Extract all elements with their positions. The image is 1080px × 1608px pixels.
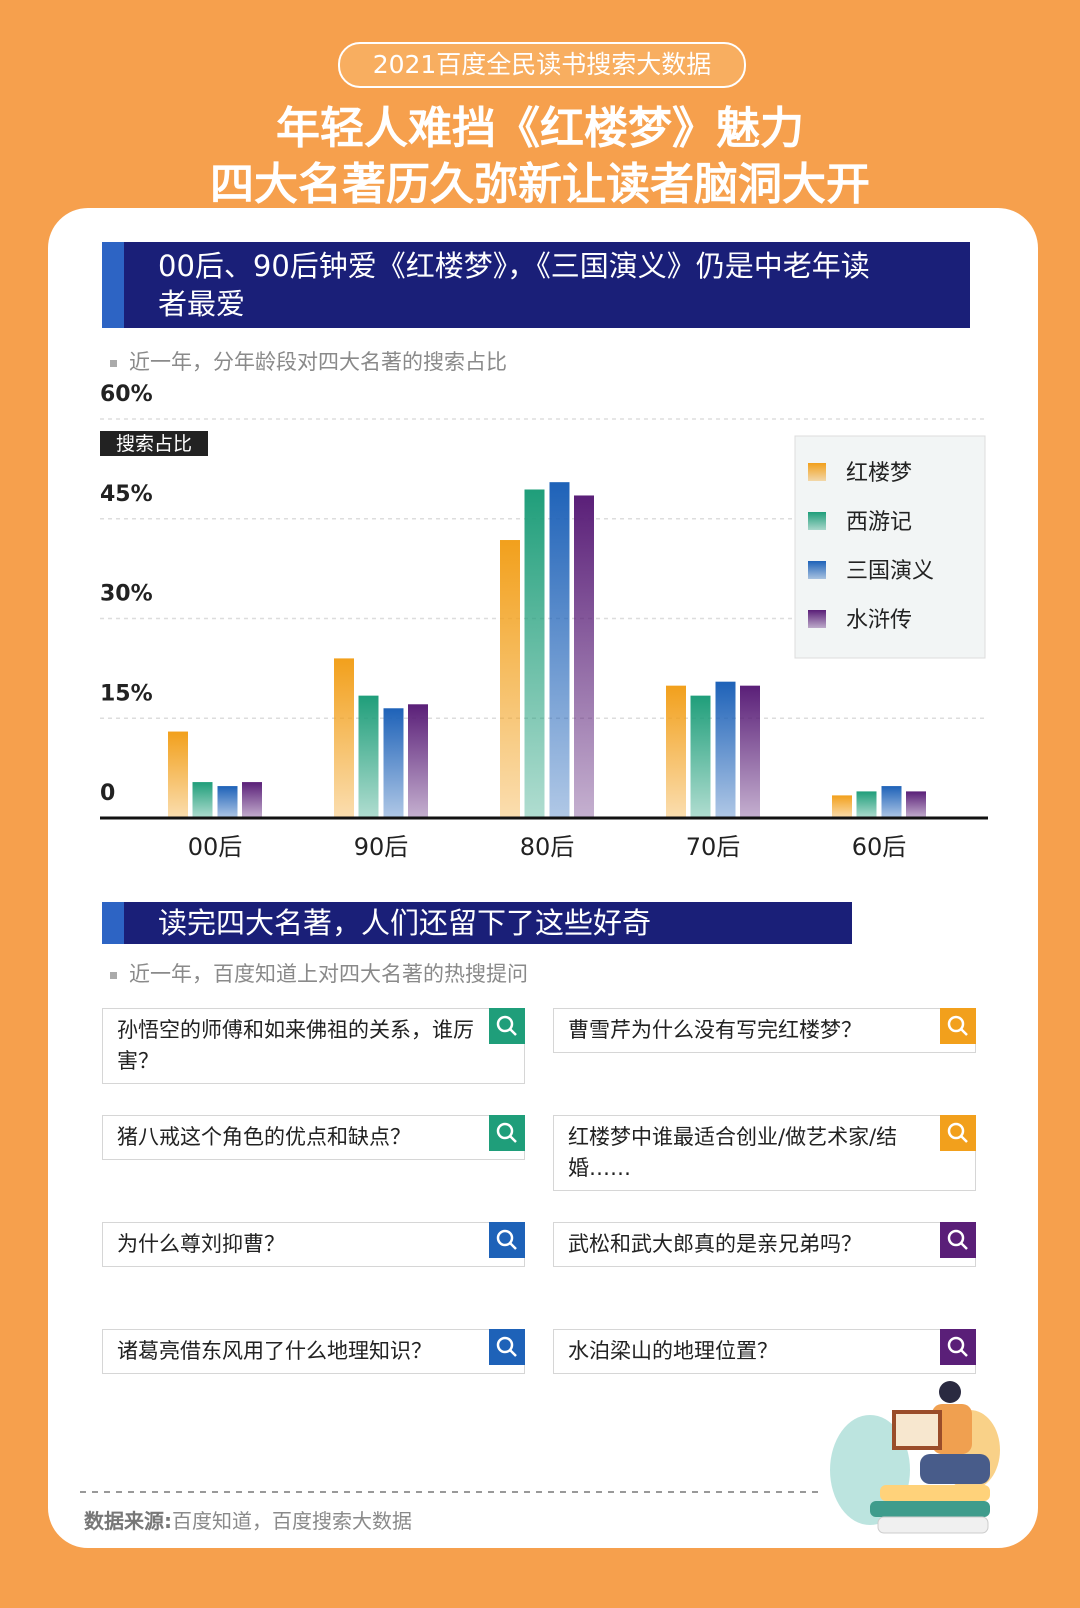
question-text: 红楼梦中谁最适合创业/做艺术家/结婚…… (568, 1125, 898, 1180)
divider (80, 1491, 820, 1493)
title-line: 年轻人难挡《红楼梦》魅力 (276, 103, 804, 154)
bar (881, 786, 902, 818)
search-icon (489, 1222, 525, 1258)
question-text: 猪八戒这个角色的优点和缺点？ (117, 1125, 411, 1149)
legend-label: 水浒传 (846, 608, 912, 633)
question: 武松和武大郎真的是亲兄弟吗？ (553, 1222, 976, 1267)
y-tick-label: 15% (100, 681, 153, 706)
chart: 0 15% 30% 45% 60% 搜索占比 00后 90后 80后 70后 60后 红楼梦西游记三国… (100, 382, 988, 861)
question: 诸葛亮借东风用了什么地理知识？ (102, 1329, 525, 1374)
legend-label: 红楼梦 (846, 461, 912, 486)
x-tick-label: 80后 (520, 833, 575, 861)
y-tick-label: 45% (100, 482, 153, 507)
illustration (830, 1381, 1000, 1534)
question-text: 孙悟空的师傅和如来佛祖的关系，谁厉害？ (117, 1018, 474, 1073)
question: 红楼梦中谁最适合创业/做艺术家/结婚…… (553, 1115, 976, 1191)
legend-label: 三国演义 (846, 559, 934, 584)
x-tick-label: 00后 (188, 833, 243, 861)
bar (242, 782, 262, 818)
bar (524, 489, 545, 818)
x-tick-label: 90后 (354, 833, 409, 861)
bar (217, 786, 238, 818)
legend-swatch (808, 463, 826, 481)
question: 曹雪芹为什么没有写完红楼梦？ (553, 1008, 976, 1053)
bar (574, 495, 594, 818)
bar (192, 782, 213, 818)
search-icon (940, 1329, 976, 1365)
search-icon (940, 1115, 976, 1151)
bar (549, 482, 570, 818)
bar (715, 681, 736, 818)
bar (408, 704, 428, 818)
source-text: 百度知道，百度搜索大数据 (172, 1509, 412, 1533)
search-icon (489, 1329, 525, 1365)
y-tick-label: 30% (100, 582, 153, 607)
source: 数据来源:百度知道，百度搜索大数据 (84, 1505, 412, 1534)
x-tick-label: 60后 (852, 833, 907, 861)
legend-swatch (808, 512, 826, 530)
question: 猪八戒这个角色的优点和缺点？ (102, 1115, 525, 1160)
chart-subtitle: 近一年，分年龄段对四大名著的搜索占比 (110, 346, 507, 376)
question-text: 武松和武大郎真的是亲兄弟吗？ (568, 1232, 862, 1256)
legend-swatch (808, 561, 826, 579)
question-text: 为什么尊刘抑曹？ (117, 1232, 285, 1256)
search-icon (940, 1008, 976, 1044)
question: 为什么尊刘抑曹？ (102, 1222, 525, 1267)
legend-label: 西游记 (846, 510, 912, 535)
question-text: 诸葛亮借东风用了什么地理知识？ (117, 1339, 432, 1363)
title-line: 四大名著历久弥新让读者脑洞大开 (210, 159, 870, 210)
section-title: 00后、90后钟爱《红楼梦》，《三国演义》仍是中老年读者最爱 (102, 242, 970, 328)
header-tag: 2021百度全民读书搜索大数据 (338, 42, 746, 88)
question: 水泊梁山的地理位置？ (553, 1329, 976, 1374)
bar (856, 791, 877, 818)
card (48, 208, 1038, 1548)
bar (906, 791, 926, 818)
question-grid: 孙悟空的师傅和如来佛祖的关系，谁厉害？ 曹雪芹为什么没有写完红楼梦？ 猪八戒这个角色… (102, 1008, 976, 1436)
bar (740, 685, 760, 818)
section-subtitle: 近一年，百度知道上对四大名著的热搜提问 (110, 958, 528, 988)
y-label-box (100, 431, 208, 456)
bar (334, 658, 354, 818)
y-tick-label: 60% (100, 382, 153, 407)
question: 孙悟空的师傅和如来佛祖的关系，谁厉害？ (102, 1008, 525, 1084)
bar (666, 685, 686, 818)
x-tick-label: 70后 (686, 833, 741, 861)
bar (690, 695, 711, 818)
section-title: 读完四大名著，人们还留下了这些好奇 (102, 902, 852, 944)
bar (383, 708, 404, 818)
search-icon (940, 1222, 976, 1258)
question-text: 水泊梁山的地理位置？ (568, 1339, 778, 1363)
source-label: 数据来源: (84, 1509, 172, 1533)
legend-swatch (808, 610, 826, 628)
search-icon (489, 1008, 525, 1044)
y-axis-label: 搜索占比 (116, 433, 192, 455)
search-icon (489, 1115, 525, 1151)
bar (832, 795, 852, 818)
bar (358, 695, 379, 818)
legend-box (794, 435, 986, 659)
question-text: 曹雪芹为什么没有写完红楼梦？ (568, 1018, 862, 1042)
bar (168, 731, 188, 818)
bar (500, 540, 520, 818)
y-tick-label: 0 (100, 781, 115, 806)
